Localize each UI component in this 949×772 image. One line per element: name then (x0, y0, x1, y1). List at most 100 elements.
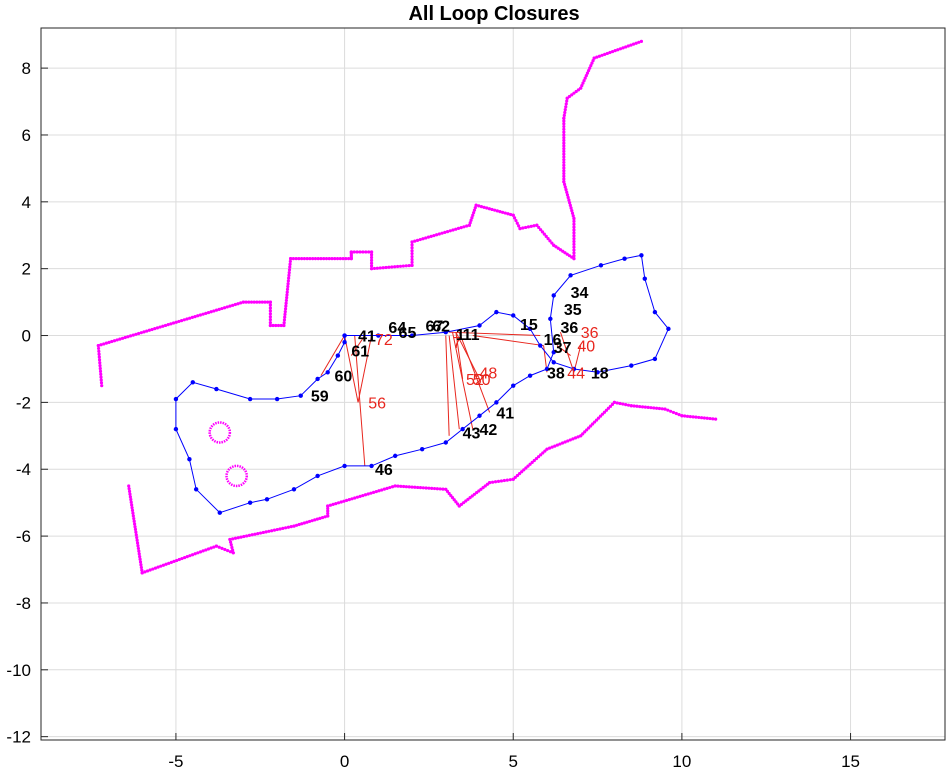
map-wall-point (518, 226, 522, 231)
map-wall-point (562, 116, 566, 120)
map-wall-point (680, 414, 684, 418)
map-wall-point (543, 449, 547, 453)
map-wall-point (498, 210, 502, 214)
trajectory-node (494, 400, 499, 405)
map-wall-point (522, 468, 526, 472)
map-wall-point (540, 230, 545, 234)
trajectory-node (291, 487, 297, 492)
map-wall-point (572, 231, 576, 235)
closure-label: 44 (567, 365, 585, 382)
map-wall-point (364, 250, 368, 254)
trajectory-node (511, 313, 516, 318)
map-wall-point (330, 257, 334, 261)
map-wall-point (572, 257, 576, 261)
map-wall-point (239, 535, 243, 539)
x-tick-label: 15 (841, 752, 860, 771)
map-wall-point (562, 113, 566, 117)
trajectory-node (342, 463, 347, 469)
map-wall-point (129, 500, 133, 504)
map-wall-point (147, 328, 151, 332)
map-wall-point (129, 497, 133, 502)
map-wall-point (591, 58, 595, 63)
map-wall-point (139, 565, 143, 570)
trajectory-node (409, 333, 415, 338)
map-wall-point (501, 210, 505, 214)
map-wall-point (100, 384, 104, 388)
map-wall-point (98, 364, 102, 368)
map-wall-point (275, 527, 279, 532)
map-wall-point (610, 402, 615, 406)
map-wall-point (558, 248, 563, 252)
map-wall-point (572, 228, 576, 232)
occupancy-map (96, 39, 718, 575)
map-wall-point (166, 323, 170, 327)
map-wall-point (424, 486, 428, 490)
map-wall-point (594, 418, 599, 422)
map-wall-point (602, 410, 607, 414)
trajectory-node (548, 316, 553, 322)
map-wall-point (410, 257, 414, 262)
closure-label: 48 (480, 365, 498, 382)
trajectory-node (494, 309, 499, 315)
map-wall-point (270, 529, 274, 533)
node-label: 36 (560, 320, 578, 337)
trajectory (173, 253, 671, 515)
map-wall-point (538, 228, 543, 232)
map-wall-point (272, 528, 277, 532)
map-wall-point (560, 441, 565, 445)
map-wall-point (228, 304, 232, 308)
map-wall-point (407, 263, 411, 268)
map-wall-point (97, 355, 101, 359)
trajectory-node (247, 396, 253, 402)
map-wall-point (371, 490, 376, 494)
map-wall-point (558, 442, 562, 446)
map-wall-point (485, 482, 490, 486)
trajectory-node (376, 333, 381, 338)
map-wall-point (646, 405, 650, 409)
map-wall-point (562, 124, 566, 129)
map-wall-point (283, 309, 287, 314)
map-wall-point (632, 404, 636, 408)
map-wall-point (708, 416, 712, 421)
map-wall-point (369, 250, 374, 254)
map-wall-point (532, 458, 536, 463)
closure-edge (320, 335, 346, 376)
map-wall-point (355, 250, 359, 254)
map-wall-point (112, 339, 117, 343)
node-label: 41 (358, 329, 376, 346)
map-wall-point (318, 516, 322, 520)
map-wall-point (482, 205, 486, 209)
map-wall-point (320, 515, 325, 520)
closure-label: 36 (581, 325, 599, 342)
map-wall-point (225, 305, 229, 309)
map-wall-point (233, 536, 238, 540)
map-wall-point (470, 494, 474, 498)
map-wall-point (563, 440, 567, 444)
map-wall-point (127, 489, 132, 493)
map-wall-point (204, 311, 208, 315)
map-wall-point (562, 180, 566, 184)
map-wall-point (572, 219, 576, 224)
trajectory-node (477, 323, 482, 328)
y-tick-label: 0 (22, 327, 31, 346)
map-wall-point (326, 509, 330, 513)
map-wall-point (542, 232, 546, 236)
map-wall-point (532, 224, 536, 228)
trajectory-node (551, 293, 556, 298)
map-wall-point (563, 110, 567, 115)
map-wall-point (410, 254, 414, 259)
map-wall-point (324, 257, 329, 261)
map-wall-point (456, 226, 461, 231)
map-wall-point (572, 225, 576, 229)
closure-edge (556, 345, 571, 356)
map-wall-point (305, 520, 309, 524)
plot-frame (40, 27, 946, 741)
node-label: 42 (480, 422, 498, 439)
map-wall-point (283, 312, 287, 316)
map-wall-point (418, 486, 423, 490)
map-wall-point (576, 435, 580, 439)
map-wall-point (410, 252, 414, 256)
map-wall-point (426, 235, 431, 239)
map-wall-point (97, 352, 101, 356)
